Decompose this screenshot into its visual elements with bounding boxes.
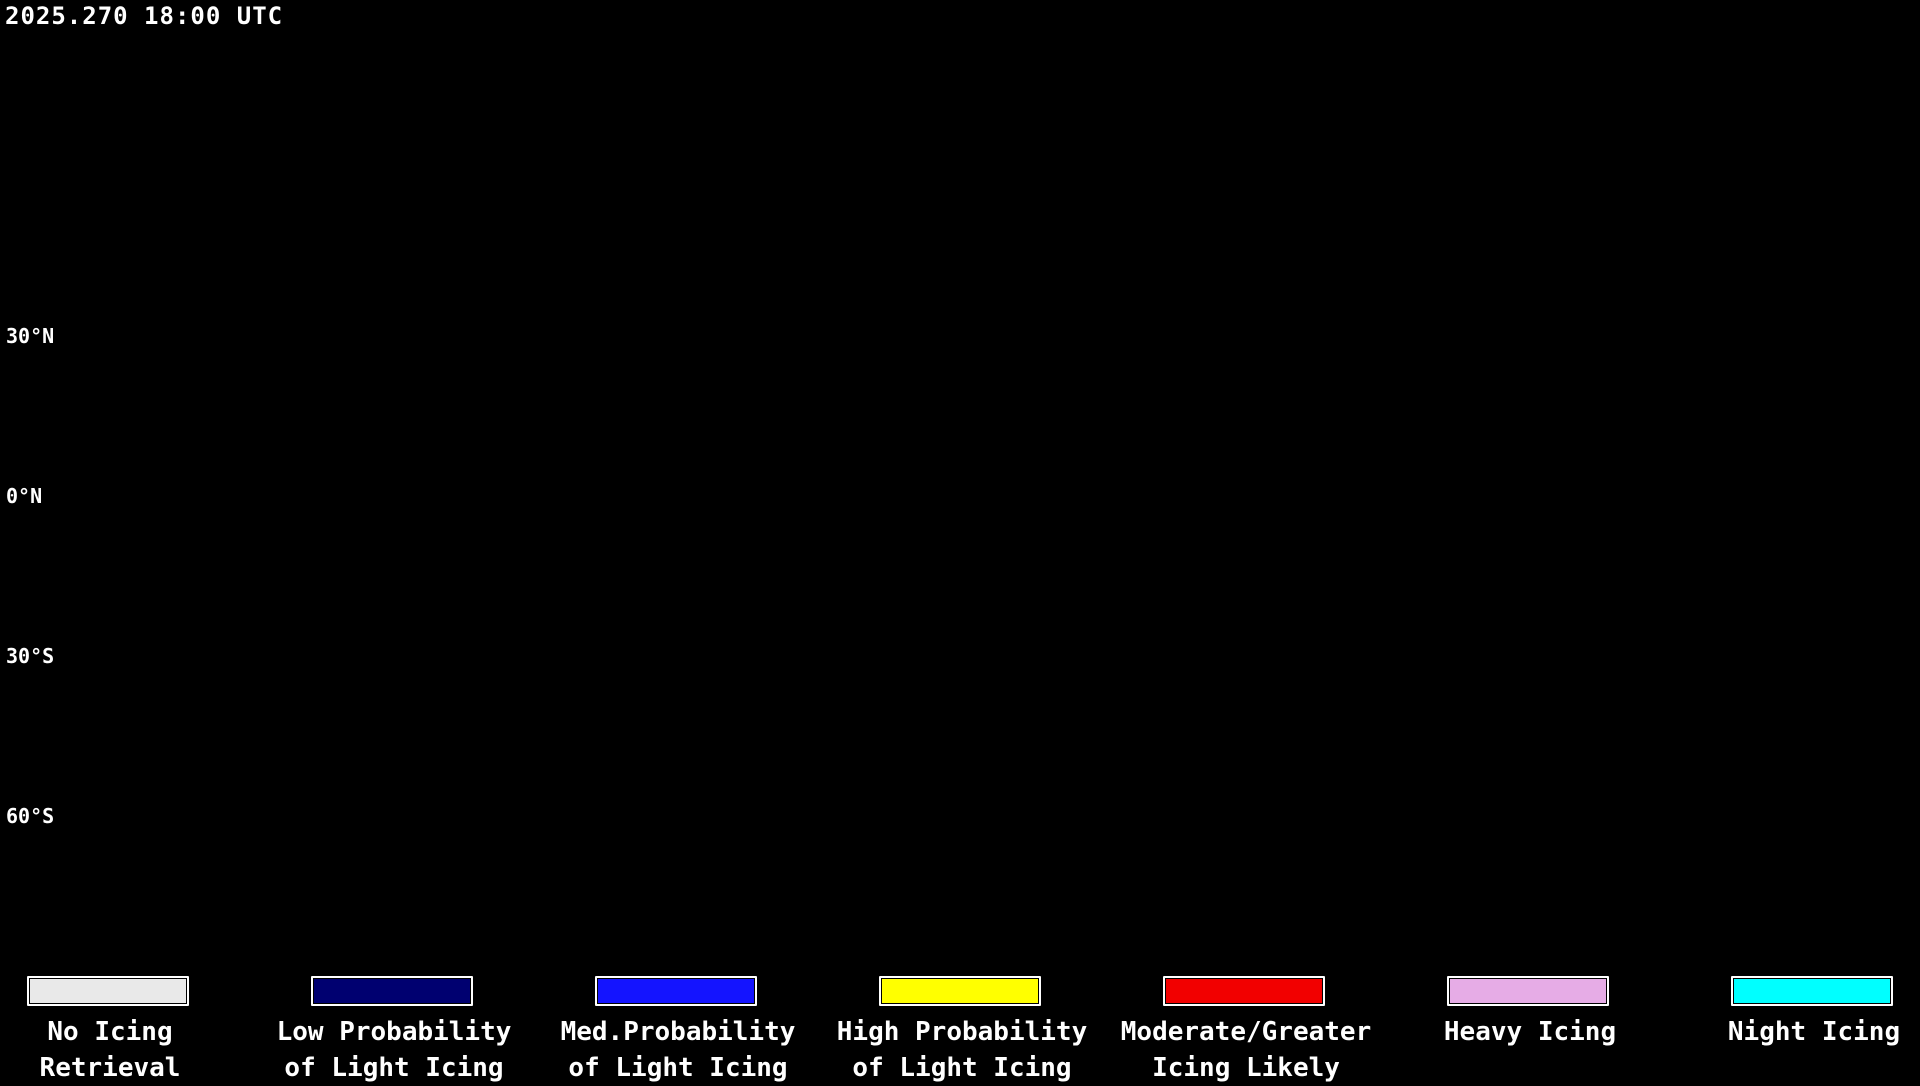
legend-bar: No Icing Retrieval Low Probability of Ligh… — [0, 960, 1920, 1083]
legend-item-med-probability: Med.Probability of Light Icing — [536, 960, 820, 1083]
legend-item-heavy-icing: Heavy Icing — [1388, 960, 1672, 1080]
legend-label: Heavy Icing — [1443, 1017, 1617, 1047]
legend-item-night-icing: Night Icing — [1672, 960, 1920, 1080]
night-icing-swatch — [1731, 976, 1893, 1006]
legend-label: High Probability of Light Icing — [836, 1017, 1088, 1083]
latitude-label-30s: 30°S — [6, 644, 55, 668]
med-probability-swatch — [595, 976, 757, 1006]
legend-label: Moderate/Greater Icing Likely — [1120, 1017, 1372, 1083]
latitude-label-60s: 60°S — [6, 804, 55, 828]
legend-label: Low Probability of Light Icing — [276, 1017, 512, 1083]
legend-label: Night Icing — [1727, 1017, 1901, 1047]
heavy-icing-swatch — [1447, 976, 1609, 1006]
legend-label: No Icing Retrieval — [39, 1017, 181, 1083]
legend-item-no-icing-retrieval: No Icing Retrieval — [0, 960, 252, 1083]
timestamp: 2025.270 18:00 UTC — [5, 2, 284, 30]
no-icing-retrieval-swatch — [27, 976, 189, 1006]
low-probability-swatch — [311, 976, 473, 1006]
legend-item-low-probability: Low Probability of Light Icing — [252, 960, 536, 1083]
legend-label: Med.Probability of Light Icing — [560, 1017, 796, 1083]
high-probability-swatch — [879, 976, 1041, 1006]
moderate-greater-swatch — [1163, 976, 1325, 1006]
legend-item-moderate-greater: Moderate/Greater Icing Likely — [1104, 960, 1388, 1083]
latitude-label-30n: 30°N — [6, 324, 55, 348]
world-icing-map — [0, 0, 1920, 960]
legend-item-high-probability: High Probability of Light Icing — [820, 960, 1104, 1083]
latitude-label-0n: 0°N — [6, 484, 43, 508]
